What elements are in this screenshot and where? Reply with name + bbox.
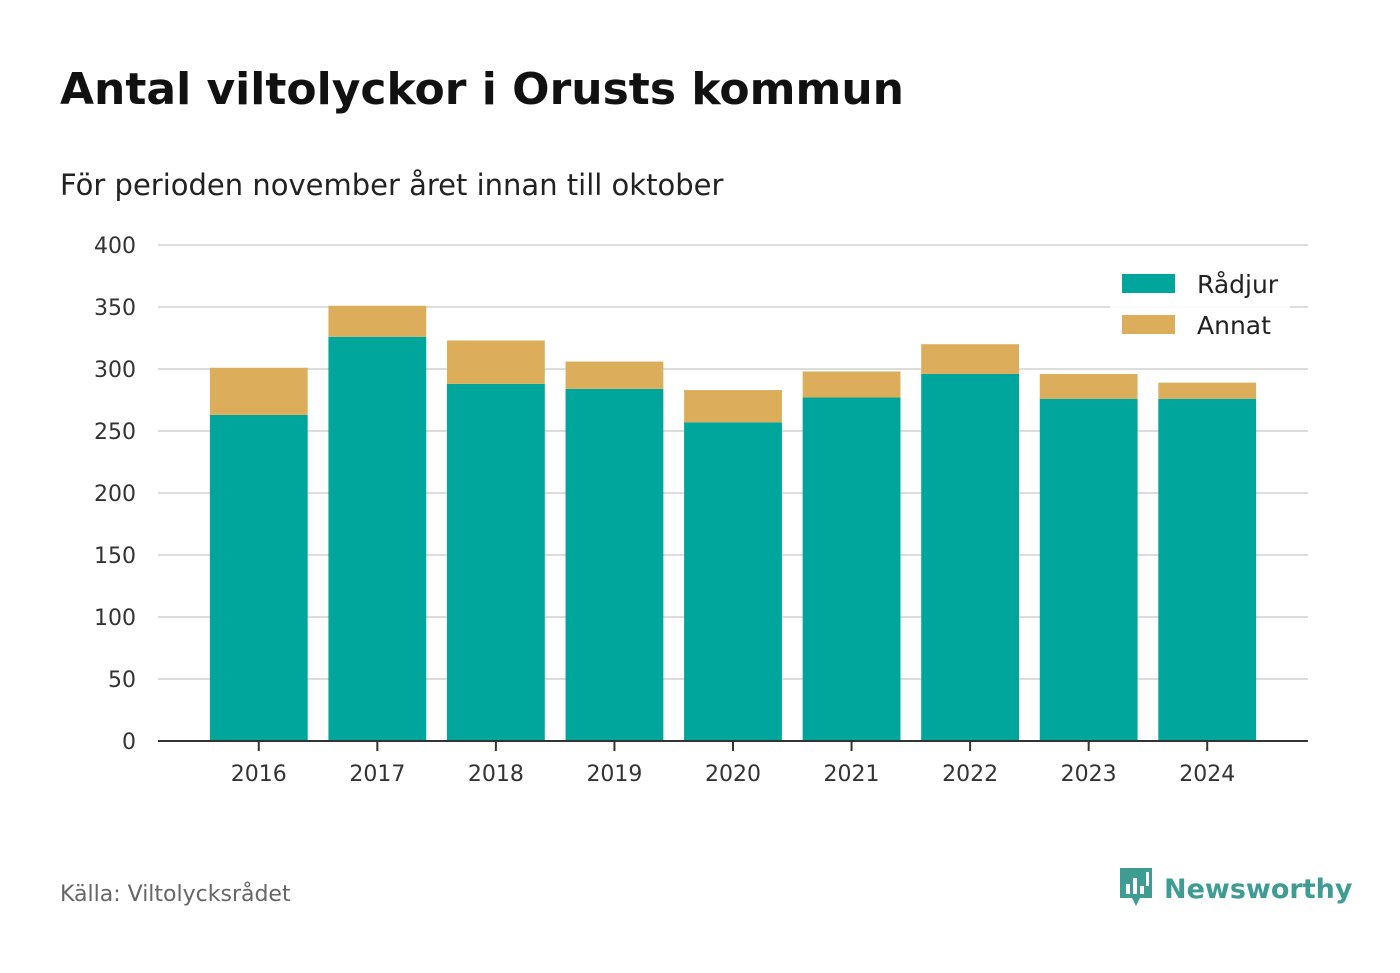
axes-group: 0 50 100 150 200 250 300 350 400 2016 2017 2018 2019… (94, 234, 1308, 787)
x-tick-label: 2018 (468, 762, 524, 787)
bar-annat-2023 (1039, 373, 1138, 399)
bar-radjur-2024 (1158, 398, 1257, 741)
x-tick-label: 2024 (1179, 762, 1235, 787)
chart-subtitle: För perioden november året innan till ok… (60, 168, 724, 202)
legend-label: Annat (1197, 311, 1271, 340)
y-tick-label: 400 (94, 234, 136, 259)
x-tick-label: 2023 (1061, 762, 1117, 787)
legend-label: Rådjur (1197, 270, 1279, 299)
bar-radjur-2019 (565, 388, 664, 741)
legend: Rådjur Annat (1110, 262, 1290, 352)
y-tick-label: 150 (94, 544, 136, 569)
x-tick-label: 2021 (824, 762, 880, 787)
legend-swatch (1122, 274, 1175, 293)
bar-radjur-2020 (684, 422, 782, 741)
bar-annat-2017 (328, 305, 427, 337)
bar-annat-2024 (1158, 382, 1257, 399)
y-tick-label: 50 (108, 668, 136, 693)
source-note: Källa: Viltolycksrådet (60, 882, 291, 907)
x-tick-label: 2020 (705, 762, 761, 787)
y-tick-label: 300 (94, 358, 136, 383)
newsworthy-logo-icon (1120, 868, 1152, 906)
x-tick-label: 2019 (586, 762, 642, 787)
bar-annat-2016 (209, 367, 308, 415)
bar-radjur-2016 (209, 414, 308, 741)
y-tick-label: 200 (94, 482, 136, 507)
x-tick-label: 2017 (349, 762, 405, 787)
chart-title: Antal viltolyckor i Orusts kommun (60, 64, 904, 115)
bar-radjur-2018 (446, 383, 545, 741)
y-tick-label: 250 (94, 420, 136, 445)
bar-annat-2018 (446, 340, 545, 384)
bar-annat-2019 (565, 361, 664, 389)
brand-name: Newsworthy (1164, 873, 1353, 905)
bar-radjur-2022 (921, 373, 1020, 741)
bar-radjur-2023 (1039, 398, 1138, 741)
bar-annat-2021 (802, 371, 901, 398)
legend-swatch (1122, 315, 1175, 334)
brand-logo: Newsworthy (1118, 866, 1352, 912)
bar-annat-2020 (684, 390, 782, 423)
y-tick-label: 350 (94, 296, 136, 321)
bar-radjur-2017 (328, 336, 427, 741)
y-tick-label: 0 (122, 730, 136, 755)
bars-group (209, 305, 1257, 741)
bar-radjur-2021 (802, 397, 901, 741)
bar-annat-2022 (921, 344, 1020, 374)
x-tick-label: 2016 (231, 762, 287, 787)
y-tick-label: 100 (94, 606, 136, 631)
x-tick-label: 2022 (942, 762, 998, 787)
